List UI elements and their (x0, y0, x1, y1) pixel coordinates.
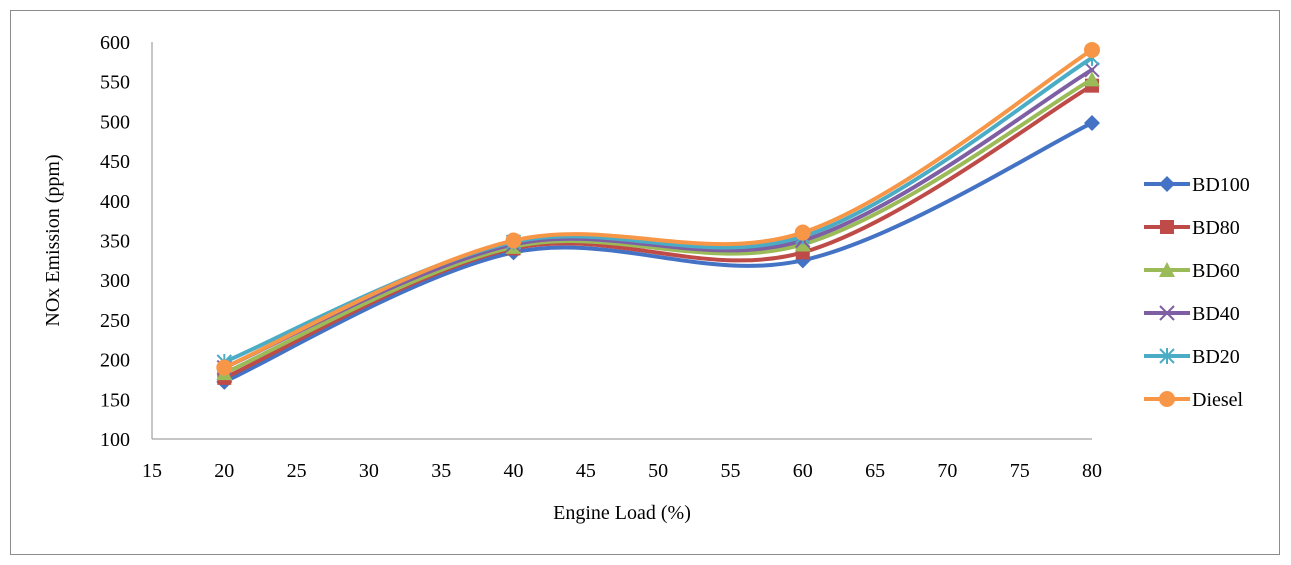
legend-marker-diesel (1159, 391, 1175, 407)
series-bd80 (217, 78, 1099, 385)
legend-label-bd80: BD80 (1192, 217, 1240, 239)
chart-frame: 100 150 200 250 300 350 400 450 500 550 600 15 20 25… (10, 10, 1280, 555)
x-tick-label: 20 (214, 460, 234, 482)
axes (151, 42, 1092, 440)
y-tick-label: 550 (100, 72, 130, 94)
legend: BD100 BD80 BD60 BD40 BD20 Diesel (1144, 174, 1250, 411)
y-tick-label: 350 (100, 231, 130, 253)
series-line-bd40 (222, 67, 1094, 370)
series-line-bd100 (222, 120, 1094, 384)
x-tick-label: 80 (1082, 460, 1102, 482)
series-diesel (216, 41, 1100, 376)
series-line-diesel (222, 47, 1094, 370)
x-axis-title: Engine Load (%) (553, 502, 691, 524)
x-tick-label: 70 (937, 460, 957, 482)
y-tick-label: 400 (100, 191, 130, 213)
data-point-bd40 (1084, 62, 1100, 78)
series-line-bd80 (222, 83, 1094, 380)
y-tick-label: 250 (100, 310, 130, 332)
legend-label-bd60: BD60 (1192, 260, 1240, 282)
x-tick-label: 60 (793, 460, 813, 482)
x-tick-label: 15 (142, 460, 162, 482)
data-point-diesel (794, 224, 811, 241)
x-tick-label: 35 (431, 460, 451, 482)
y-tick-label: 450 (100, 151, 130, 173)
legend-label-diesel: Diesel (1192, 389, 1244, 411)
legend-item-bd20: BD20 (1144, 346, 1240, 368)
y-tick-label: 600 (100, 32, 130, 54)
data-point-diesel (216, 359, 233, 376)
y-tick-label: 300 (100, 270, 130, 292)
series-bd20 (216, 49, 1100, 370)
series-bd60 (216, 71, 1100, 381)
x-tick-label: 55 (720, 460, 740, 482)
x-tick-label: 45 (576, 460, 596, 482)
legend-label-bd40: BD40 (1192, 303, 1240, 325)
series-layer (216, 41, 1100, 390)
legend-marker-bd20 (1159, 348, 1175, 364)
y-tick-label: 150 (100, 389, 130, 411)
legend-marker-bd100 (1159, 176, 1175, 192)
x-tick-label: 65 (865, 460, 885, 482)
y-axis-title: NOx Emission (ppm) (42, 154, 64, 326)
x-tick-label: 25 (287, 460, 307, 482)
x-tick-label: 75 (1010, 460, 1030, 482)
x-tick-label: 30 (359, 460, 379, 482)
y-tick-label: 100 (100, 429, 130, 451)
series-bd40 (216, 62, 1100, 376)
y-tick-labels: 100 150 200 250 300 350 400 450 500 550 600 (100, 32, 130, 451)
x-tick-label: 50 (648, 460, 668, 482)
data-point-diesel (1084, 41, 1100, 58)
nox-emission-chart: 100 150 200 250 300 350 400 450 500 550 600 15 20 25… (42, 32, 1250, 524)
legend-item-bd100: BD100 (1144, 174, 1250, 196)
data-point-diesel (505, 232, 522, 249)
legend-label-bd100: BD100 (1192, 174, 1250, 196)
y-tick-label: 500 (100, 111, 130, 133)
legend-label-bd20: BD20 (1192, 346, 1240, 368)
data-point-bd60 (1084, 71, 1100, 87)
legend-marker-bd80 (1160, 220, 1174, 234)
legend-item-bd40: BD40 (1144, 303, 1240, 325)
data-point-bd100 (1084, 114, 1100, 131)
legend-item-bd60: BD60 (1144, 260, 1240, 282)
legend-item-bd80: BD80 (1144, 217, 1240, 239)
legend-marker-bd40 (1159, 305, 1175, 321)
x-tick-label: 40 (504, 460, 524, 482)
legend-marker-bd60 (1159, 262, 1175, 277)
legend-item-diesel: Diesel (1144, 389, 1244, 411)
x-tick-labels: 15 20 25 30 35 40 45 50 55 60 65 70 75 80 (142, 460, 1102, 482)
series-line-bd60 (222, 77, 1094, 376)
y-tick-label: 200 (100, 350, 130, 372)
